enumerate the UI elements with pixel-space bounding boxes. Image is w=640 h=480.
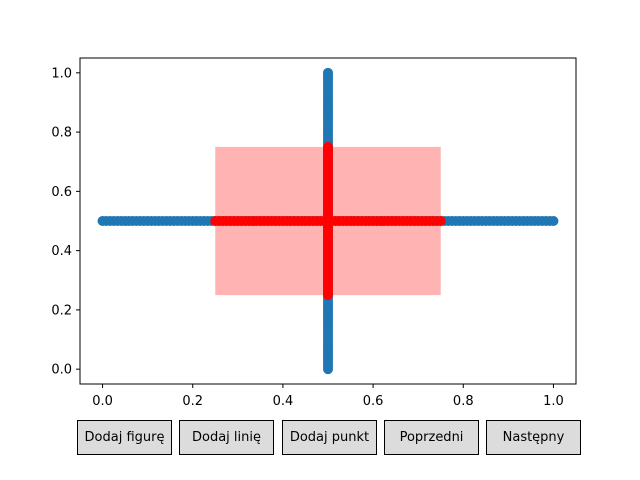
data-point (323, 141, 333, 152)
x-tick-label: 0.2 (182, 394, 203, 409)
data-point (323, 67, 333, 78)
data-point (435, 216, 446, 226)
series-1 (210, 141, 446, 301)
y-tick-label: 0.4 (51, 244, 72, 259)
y-tick-label: 0.8 (51, 126, 72, 141)
y-tick-label: 0.2 (51, 303, 72, 318)
x-tick-label: 1.0 (543, 394, 564, 409)
x-tick-label: 0.4 (273, 394, 294, 409)
previous-button[interactable]: Poprzedni (384, 420, 479, 455)
data-point (548, 216, 559, 226)
x-tick-label: 0.0 (92, 394, 113, 409)
next-button[interactable]: Następny (486, 420, 581, 455)
x-tick-label: 0.8 (453, 394, 474, 409)
y-tick-label: 0.0 (51, 363, 72, 378)
x-axis: 0.0 0.2 0.4 0.6 0.8 1.0 (92, 384, 564, 409)
x-tick-label: 0.6 (363, 394, 384, 409)
add-line-button[interactable]: Dodaj linię (179, 420, 274, 455)
y-axis: 0.0 0.2 0.4 0.6 0.8 1.0 (51, 66, 80, 378)
y-tick-label: 0.6 (51, 185, 72, 200)
plot-frame (79, 57, 577, 385)
add-point-button[interactable]: Dodaj punkt (282, 420, 377, 455)
points-layer (97, 67, 559, 375)
y-tick-label: 1.0 (51, 66, 72, 81)
add-figure-button[interactable]: Dodaj figurę (77, 420, 172, 455)
